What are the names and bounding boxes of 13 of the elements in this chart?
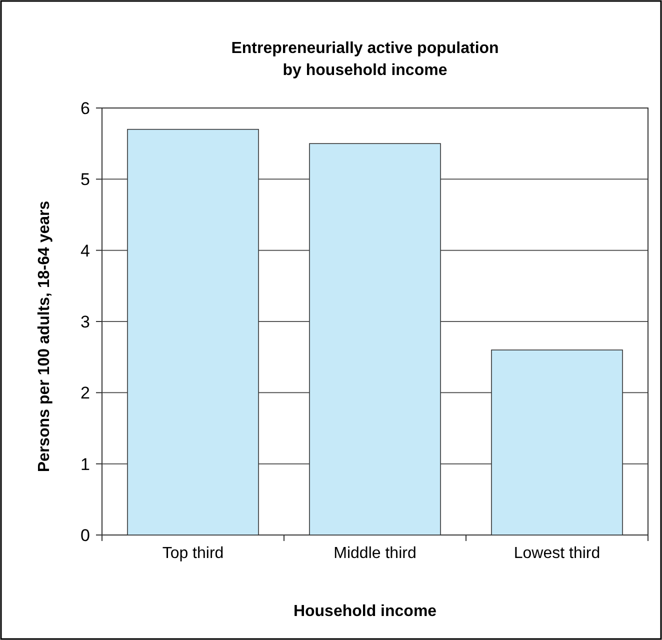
x-tick-label: Middle third (334, 545, 416, 562)
x-tick-label: Lowest third (514, 545, 600, 562)
y-tick-label: 3 (80, 312, 90, 332)
y-axis-title: Persons per 100 adults, 18-64 years (36, 200, 53, 472)
y-tick-label: 4 (80, 241, 90, 260)
chart-title: Entrepreneurially active population by household income (231, 40, 499, 79)
y-tick-label: 2 (80, 384, 90, 403)
y-tick-label: 6 (80, 98, 90, 118)
y-tick-label: 5 (80, 170, 90, 190)
x-tick-label: Top third (162, 545, 224, 562)
x-axis-title: Household income (293, 603, 437, 620)
y-tick-label: 1 (80, 454, 90, 474)
y-tick-label: 0 (80, 526, 90, 545)
